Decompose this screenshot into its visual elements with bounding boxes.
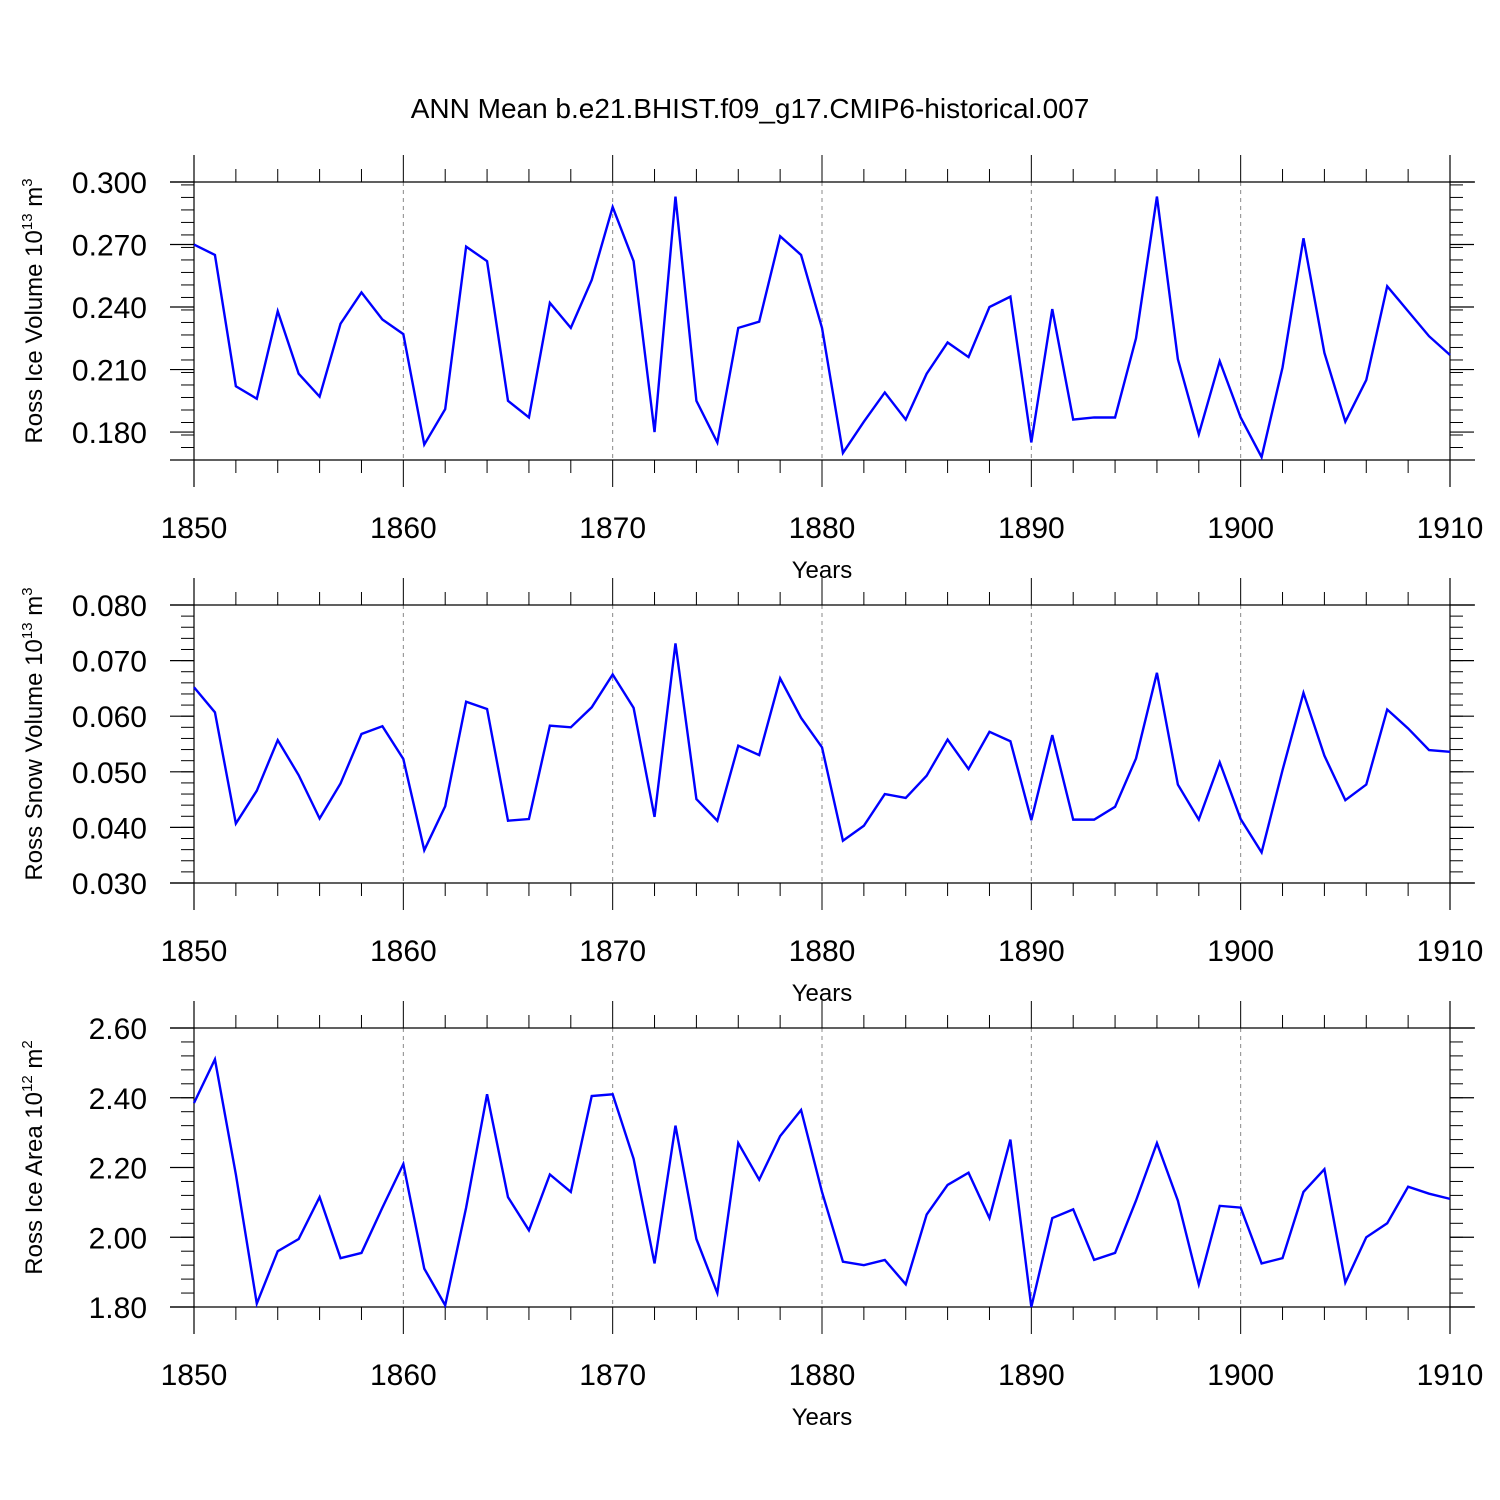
y-axis-label: Ross Snow Volume 1013 m3	[19, 587, 48, 880]
ross-ice-volume-series-line	[193, 196, 1451, 461]
y-tick-label: 0.300	[72, 167, 147, 200]
x-tick-label: 1860	[370, 935, 437, 968]
y-axis-label: Ross Ice Volume 1013 m3	[19, 178, 48, 443]
y-tick-label: 0.070	[72, 646, 147, 679]
x-tick-label: 1880	[789, 1359, 856, 1392]
ross-ice-area-panel: 1850 1860 1870 1880 1890 1900 1910 Years 1.80 2.0…	[19, 1001, 1484, 1431]
chart-title: ANN Mean b.e21.BHIST.f09_g17.CMIP6-histo…	[411, 93, 1090, 124]
y-tick-label: 0.030	[72, 868, 147, 901]
y-tick-label: 0.050	[72, 757, 147, 790]
x-tick-label: 1890	[998, 1359, 1065, 1392]
y-tick-label: 2.00	[89, 1222, 147, 1255]
x-tick-label: 1910	[1417, 512, 1484, 545]
ross-snow-volume-panel: 1850 1860 1870 1880 1890 1900 1910Years0.0300.…	[19, 578, 1484, 1007]
y-tick-label: 0.080	[72, 590, 147, 623]
x-tick-label: 1900	[1207, 512, 1274, 545]
y-tick-label: 2.20	[89, 1153, 147, 1186]
x-tick-label: 1910	[1417, 935, 1484, 968]
y-tick-label: 1.80	[89, 1292, 147, 1325]
x-tick-label: 1890	[998, 512, 1065, 545]
x-tick-label: 1900	[1207, 1359, 1274, 1392]
x-tick-label: 1870	[579, 935, 646, 968]
x-tick-label: 1850	[161, 1359, 228, 1392]
x-tick-label: 1880	[789, 512, 856, 545]
x-tick-label: 1910	[1417, 1359, 1484, 1392]
x-tick-label: 1870	[579, 1359, 646, 1392]
y-axis-label: Ross Ice Area 1012 m2	[19, 1040, 48, 1274]
x-tick-label: 1850	[161, 935, 228, 968]
x-axis-label: Years	[792, 1404, 853, 1431]
y-tick-label: 0.060	[72, 701, 147, 734]
x-tick-label: 1850	[161, 512, 228, 545]
y-tick-label: 0.040	[72, 812, 147, 845]
x-tick-label: 1860	[370, 512, 437, 545]
x-tick-label: 1890	[998, 935, 1065, 968]
y-tick-label: 0.180	[72, 417, 147, 450]
x-tick-label: 1860	[370, 1359, 437, 1392]
ross-ice-volume-panel: 1850 1860 1870 1880 1890 1900 1910Years0.1800.…	[19, 155, 1483, 584]
x-tick-label: 1900	[1207, 935, 1274, 968]
y-tick-label: 0.240	[72, 292, 147, 325]
y-tick-label: 0.270	[72, 230, 147, 263]
y-tick-label: 2.60	[89, 1013, 147, 1046]
y-tick-label: 2.40	[89, 1083, 147, 1116]
x-tick-label: 1870	[579, 512, 646, 545]
y-tick-label: 0.210	[72, 355, 147, 388]
chart-panels: 1850 1860 1870 1880 1890 1900 1910 Years 0.180 0.…	[19, 155, 1483, 1431]
x-tick-label: 1880	[789, 935, 856, 968]
